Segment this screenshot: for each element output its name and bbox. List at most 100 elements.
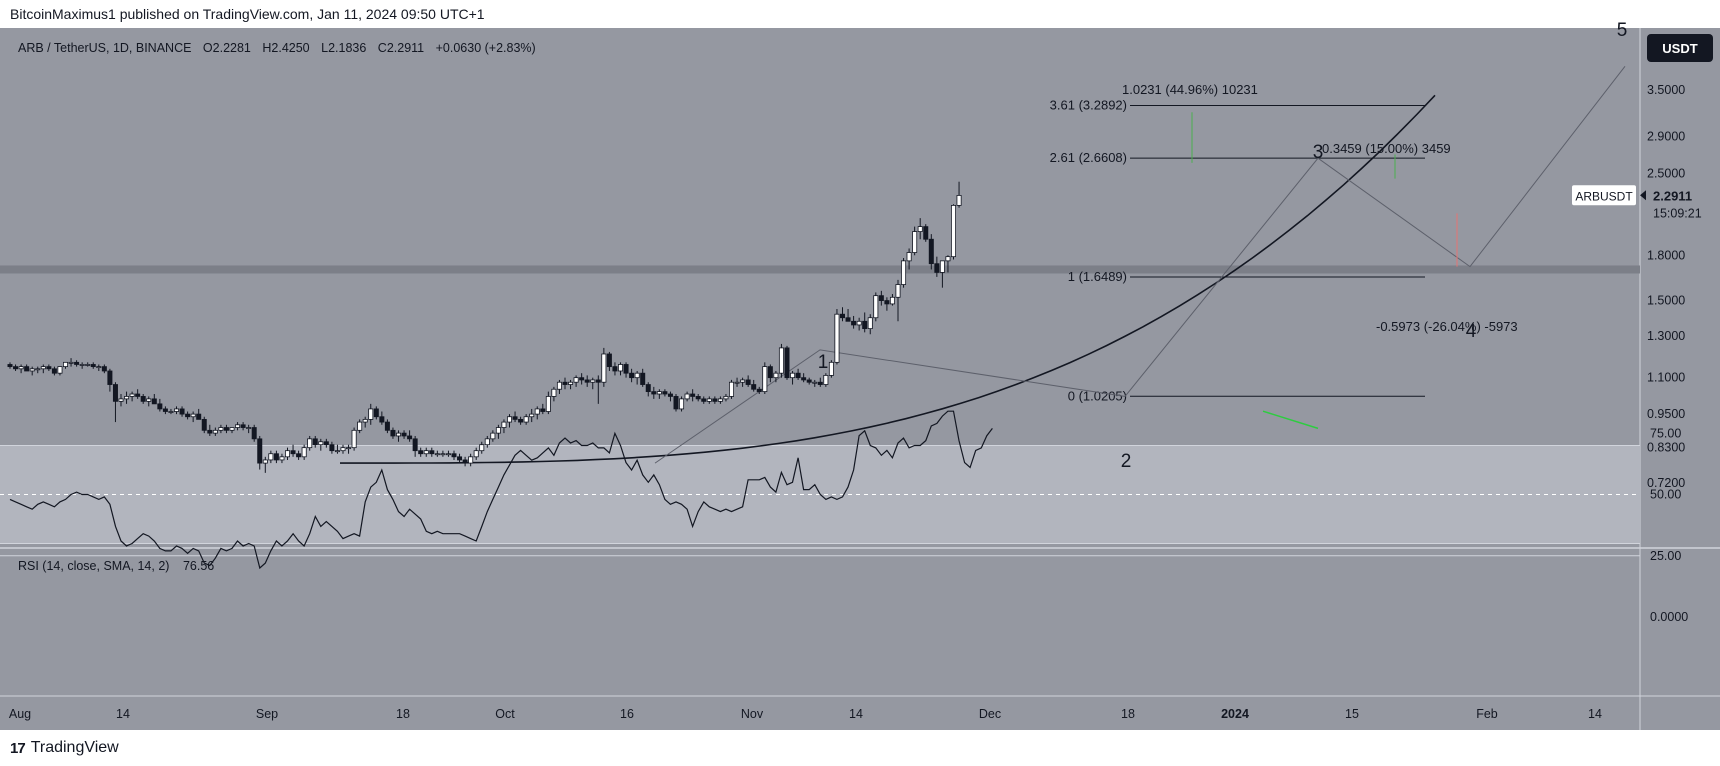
last-price-countdown: 15:09:21 <box>1653 206 1702 220</box>
close-label: C <box>378 41 387 55</box>
candle-body <box>351 429 357 449</box>
symbol-ohlc-line: ARB / TetherUS, 1D, BINANCE O2.2281 H2.4… <box>18 41 536 55</box>
candle-body <box>651 391 657 395</box>
candle-body <box>562 381 568 385</box>
candle-body <box>501 421 507 428</box>
candle-body <box>862 320 868 330</box>
candle-body <box>312 438 318 446</box>
rsi-axis-ticks: 75.00 50.00 25.00 0.0000 <box>1650 426 1688 624</box>
candle-body <box>767 366 773 379</box>
candle-body <box>457 456 463 461</box>
candle-body <box>479 444 485 452</box>
open-label: O <box>203 41 213 55</box>
candle-body <box>723 396 729 400</box>
candle-body <box>35 368 41 371</box>
candle-body <box>434 453 440 456</box>
candle-body <box>412 438 418 452</box>
candle-body <box>384 421 390 431</box>
rsi-tick-label: 75.00 <box>1650 426 1681 440</box>
time-tick-label: Nov <box>741 707 764 721</box>
candle-body <box>701 398 707 402</box>
price-tick-label: 1.3000 <box>1647 329 1685 343</box>
rsi-tick-label: 50.00 <box>1650 488 1681 502</box>
symbol-label: ARB / TetherUS, 1D, BINANCE <box>18 41 191 55</box>
candle-body <box>745 379 751 385</box>
candle-body <box>185 413 191 418</box>
candle-body <box>101 366 107 372</box>
candle-body <box>934 263 940 273</box>
candle-body <box>573 377 579 383</box>
high-value: 2.4250 <box>271 41 309 55</box>
parabolic-curve <box>340 94 1436 464</box>
candle-body <box>18 366 24 370</box>
candle-body <box>595 379 601 383</box>
candle-body <box>268 453 274 461</box>
price-axis-bg <box>1640 28 1720 730</box>
close-value: 2.2911 <box>387 41 424 55</box>
candle-body <box>523 416 529 423</box>
candle-body <box>451 453 457 458</box>
candle-body <box>773 372 779 379</box>
candle-body <box>429 450 435 455</box>
candle-body <box>146 398 152 402</box>
last-price-value: 2.2911 <box>1653 188 1692 203</box>
candle-body <box>140 396 146 402</box>
candle-body <box>68 361 74 364</box>
candle-body <box>606 353 612 368</box>
candle-body <box>518 418 524 423</box>
candle-body <box>945 256 951 262</box>
candle-body <box>812 381 818 384</box>
fib-level-label: 2.61 (2.6608) <box>1050 150 1127 165</box>
candle-body <box>834 313 840 363</box>
candle-body <box>334 450 340 453</box>
rsi-tick-label: 0.0000 <box>1650 610 1688 624</box>
candle-body <box>717 398 723 402</box>
price-tick-label: 0.9500 <box>1647 407 1685 421</box>
candle-body <box>778 347 784 374</box>
candle-body <box>296 453 302 458</box>
fib-levels: 3.61 (3.2892) 2.61 (2.6608) 1 (1.6489) 0 (1… <box>1050 97 1425 403</box>
candle-body <box>751 384 757 390</box>
candle-body <box>279 456 285 461</box>
candle-body <box>840 313 846 319</box>
candle-body <box>634 372 640 379</box>
candle-body <box>656 391 662 395</box>
low-value: 2.1836 <box>328 41 366 55</box>
publisher-bar: BitcoinMaximus1 published on TradingView… <box>0 0 1720 28</box>
candle-body <box>923 226 929 240</box>
candle-body <box>462 459 468 464</box>
fib-level-label: 3.61 (3.2892) <box>1050 97 1127 112</box>
candle-body <box>629 372 635 379</box>
candle-body <box>601 353 607 383</box>
measure-label: 1.0231 (44.96%) 10231 <box>1122 82 1258 97</box>
candle-body <box>534 408 540 415</box>
rsi-line <box>9 410 993 570</box>
candle-body <box>262 459 268 464</box>
published-text: BitcoinMaximus1 published on TradingView… <box>10 6 485 22</box>
candle-body <box>529 413 535 418</box>
candle-body <box>407 435 413 440</box>
candle-body <box>190 413 196 418</box>
candle-body <box>928 238 934 265</box>
tradingview-logo[interactable]: 17 TradingView <box>10 739 119 757</box>
candle-body <box>640 372 646 385</box>
candle-body <box>695 396 701 400</box>
candle-body <box>706 398 712 402</box>
currency-badge[interactable] <box>1647 34 1713 62</box>
candle-body <box>895 284 901 298</box>
candle-body <box>590 379 596 383</box>
candle-body <box>373 408 379 418</box>
candle-body <box>7 364 13 368</box>
candle-body <box>679 398 685 410</box>
candle-body <box>440 453 446 456</box>
change-value: +0.0630 (+2.83%) <box>436 41 536 55</box>
candle-body <box>357 421 363 431</box>
candle-body <box>939 260 945 273</box>
candle-body <box>301 447 307 458</box>
time-tick-label: Sep <box>256 707 278 721</box>
candle-body <box>623 364 629 374</box>
candle-body <box>756 388 762 393</box>
chart-labels: 1.0231 (44.96%) 10231 0.3459 (15.00%) 345… <box>818 20 1628 472</box>
time-tick-label: 16 <box>620 707 634 721</box>
